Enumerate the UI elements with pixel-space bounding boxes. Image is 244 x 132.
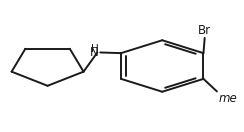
Text: me: me (218, 92, 237, 105)
Text: Br: Br (198, 24, 211, 37)
Text: N: N (90, 46, 99, 59)
Text: H: H (91, 44, 99, 54)
